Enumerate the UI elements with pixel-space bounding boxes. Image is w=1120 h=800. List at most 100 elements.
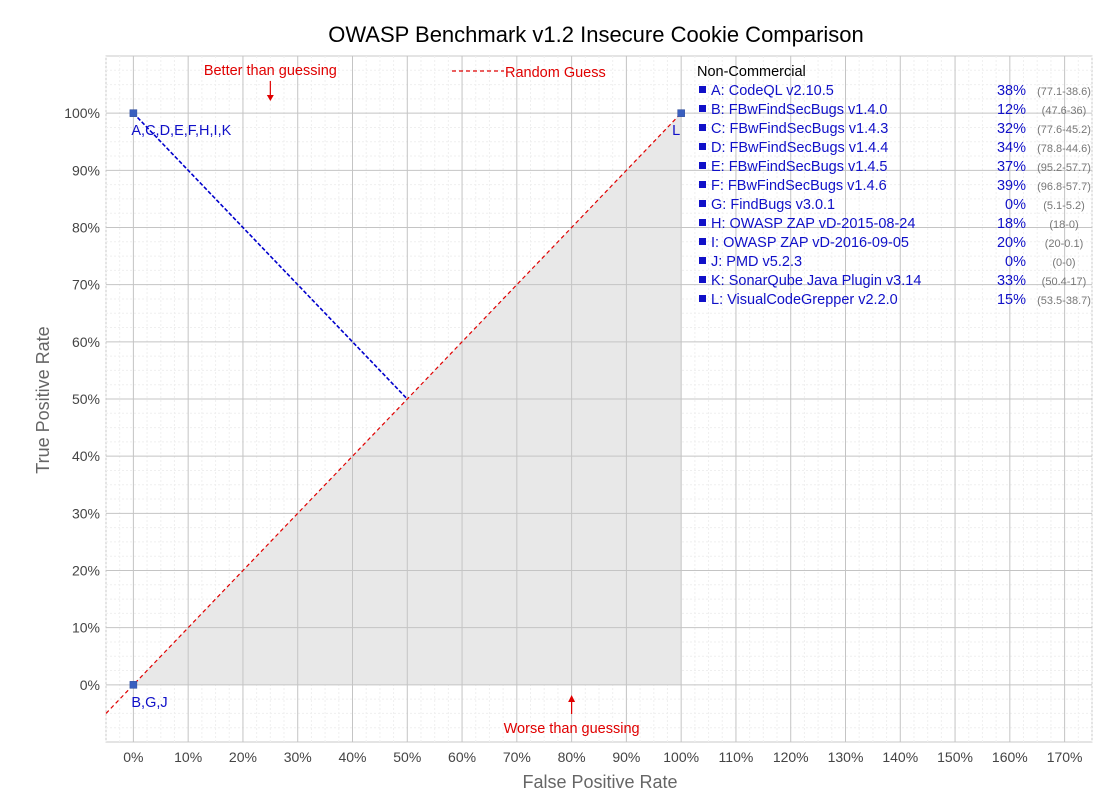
x-tick-label: 90% xyxy=(612,749,640,765)
legend-entry-name: H: OWASP ZAP vD-2015-08-24 xyxy=(711,216,915,232)
legend-entry-range: (20-0.1) xyxy=(1045,238,1084,250)
random-guess-legend-label: Random Guess xyxy=(505,65,606,81)
legend-marker xyxy=(699,162,706,169)
x-tick-label: 170% xyxy=(1047,749,1083,765)
legend-entry-name: A: CodeQL v2.10.5 xyxy=(711,83,834,99)
x-tick-label: 70% xyxy=(503,749,531,765)
data-point xyxy=(129,681,138,689)
x-axis-ticks: 0% 10% 20% 30% 40% 50% 60% 70% 80% 90% 100% 110% 120… xyxy=(123,749,1082,765)
legend-entry-name: G: FindBugs v3.0.1 xyxy=(711,197,835,213)
legend-entry-score: 32% xyxy=(997,121,1026,137)
legend-entry-range: (5.1-5.2) xyxy=(1043,200,1085,212)
legend-entry-range: (95.2-57.7) xyxy=(1037,162,1091,174)
legend-entry-score: 0% xyxy=(1005,254,1026,270)
annotations: Better than guessing Worse than guessing R… xyxy=(204,63,640,737)
y-tick-label: 70% xyxy=(72,277,100,293)
legend-marker xyxy=(699,124,706,131)
legend-entry-score: 34% xyxy=(997,140,1026,156)
x-tick-label: 140% xyxy=(882,749,918,765)
legend-entry-range: (0-0) xyxy=(1052,257,1075,269)
chart-title: OWASP Benchmark v1.2 Insecure Cookie Com… xyxy=(328,22,864,47)
x-tick-label: 100% xyxy=(663,749,699,765)
x-tick-label: 10% xyxy=(174,749,202,765)
x-tick-label: 160% xyxy=(992,749,1028,765)
legend-marker xyxy=(699,200,706,207)
data-point xyxy=(677,109,685,117)
y-axis-ticks: 0% 10% 20% 30% 40% 50% 60% 70% 80% 90% 100% xyxy=(64,105,100,693)
x-tick-label: 120% xyxy=(773,749,809,765)
y-tick-label: 40% xyxy=(72,448,100,464)
legend-marker xyxy=(699,219,706,226)
legend-entry-score: 39% xyxy=(997,178,1026,194)
y-tick-label: 60% xyxy=(72,334,100,350)
major-grid xyxy=(106,56,1092,742)
better-than-guessing-label: Better than guessing xyxy=(204,63,337,79)
legend-entry-range: (47.6-36) xyxy=(1042,105,1087,117)
x-tick-label: 0% xyxy=(123,749,143,765)
y-tick-label: 0% xyxy=(80,677,100,693)
legend-entry-name: I: OWASP ZAP vD-2016-09-05 xyxy=(711,235,909,251)
random-guess-line xyxy=(105,112,682,714)
x-tick-label: 150% xyxy=(937,749,973,765)
y-tick-label: 10% xyxy=(72,620,100,636)
y-axis-label: True Positive Rate xyxy=(33,326,53,473)
legend-entry-name: C: FBwFindSecBugs v1.4.3 xyxy=(711,121,888,137)
y-tick-label: 30% xyxy=(72,505,100,521)
data-point-label: B,G,J xyxy=(131,695,167,711)
legend-entry-score: 15% xyxy=(997,292,1026,308)
legend-entry-score: 12% xyxy=(997,102,1026,118)
legend-entry-score: 33% xyxy=(997,273,1026,289)
legend-entry-score: 38% xyxy=(997,83,1026,99)
y-tick-label: 20% xyxy=(72,563,100,579)
x-tick-label: 30% xyxy=(284,749,312,765)
legend-entry-score: 37% xyxy=(997,159,1026,175)
y-tick-label: 90% xyxy=(72,162,100,178)
worse-than-guessing-label: Worse than guessing xyxy=(504,721,640,737)
legend-marker xyxy=(699,295,706,302)
x-tick-label: 50% xyxy=(393,749,421,765)
legend-entry-name: B: FBwFindSecBugs v1.4.0 xyxy=(711,102,888,118)
legend-entry-range: (77.1-38.6) xyxy=(1037,86,1091,98)
legend-entry-score: 0% xyxy=(1005,197,1026,213)
better-arrow-head xyxy=(266,95,274,101)
legend-entry-range: (78.8-44.6) xyxy=(1037,143,1091,155)
legend-entry-range: (18-0) xyxy=(1049,219,1078,231)
legend-entry-range: (53.5-38.7) xyxy=(1037,295,1091,307)
x-tick-label: 130% xyxy=(828,749,864,765)
legend-marker xyxy=(699,143,706,150)
x-tick-label: 60% xyxy=(448,749,476,765)
y-tick-label: 100% xyxy=(64,105,100,121)
legend-marker xyxy=(699,276,706,283)
x-tick-label: 110% xyxy=(719,749,754,765)
x-tick-label: 80% xyxy=(558,749,586,765)
legend-marker xyxy=(699,181,706,188)
legend-entry-score: 20% xyxy=(997,235,1026,251)
legend: Non-Commercial A: CodeQL v2.10.5 38% (77.1-… xyxy=(697,64,1091,308)
data-point-label: A,C,D,E,F,H,I,K xyxy=(131,123,231,139)
legend-entry-score: 18% xyxy=(997,216,1026,232)
data-point xyxy=(129,109,138,117)
legend-marker xyxy=(699,105,706,112)
legend-marker xyxy=(699,86,706,93)
x-tick-label: 40% xyxy=(338,749,366,765)
legend-entry-range: (77.6-45.2) xyxy=(1037,124,1091,136)
legend-entry-name: J: PMD v5.2.3 xyxy=(711,254,802,270)
data-point-label: L xyxy=(672,123,680,139)
legend-entry-name: F: FBwFindSecBugs v1.4.6 xyxy=(711,178,887,194)
legend-entry-name: L: VisualCodeGrepper v2.2.0 xyxy=(711,292,898,308)
data-points: A,C,D,E,F,H,I,K B,G,J L xyxy=(129,109,685,711)
legend-marker xyxy=(699,257,706,264)
legend-marker xyxy=(699,238,706,245)
legend-heading: Non-Commercial xyxy=(697,64,806,80)
legend-entry-range: (96.8-57.7) xyxy=(1037,181,1091,193)
legend-entry-name: D: FBwFindSecBugs v1.4.4 xyxy=(711,140,888,156)
y-tick-label: 50% xyxy=(72,391,100,407)
chart-lines xyxy=(105,112,682,714)
y-tick-label: 80% xyxy=(72,220,100,236)
x-axis-label: False Positive Rate xyxy=(522,772,677,792)
legend-entry-name: E: FBwFindSecBugs v1.4.5 xyxy=(711,159,888,175)
legend-entry-name: K: SonarQube Java Plugin v3.14 xyxy=(711,273,921,289)
legend-entry-range: (50.4-17) xyxy=(1042,276,1087,288)
x-tick-label: 20% xyxy=(229,749,257,765)
